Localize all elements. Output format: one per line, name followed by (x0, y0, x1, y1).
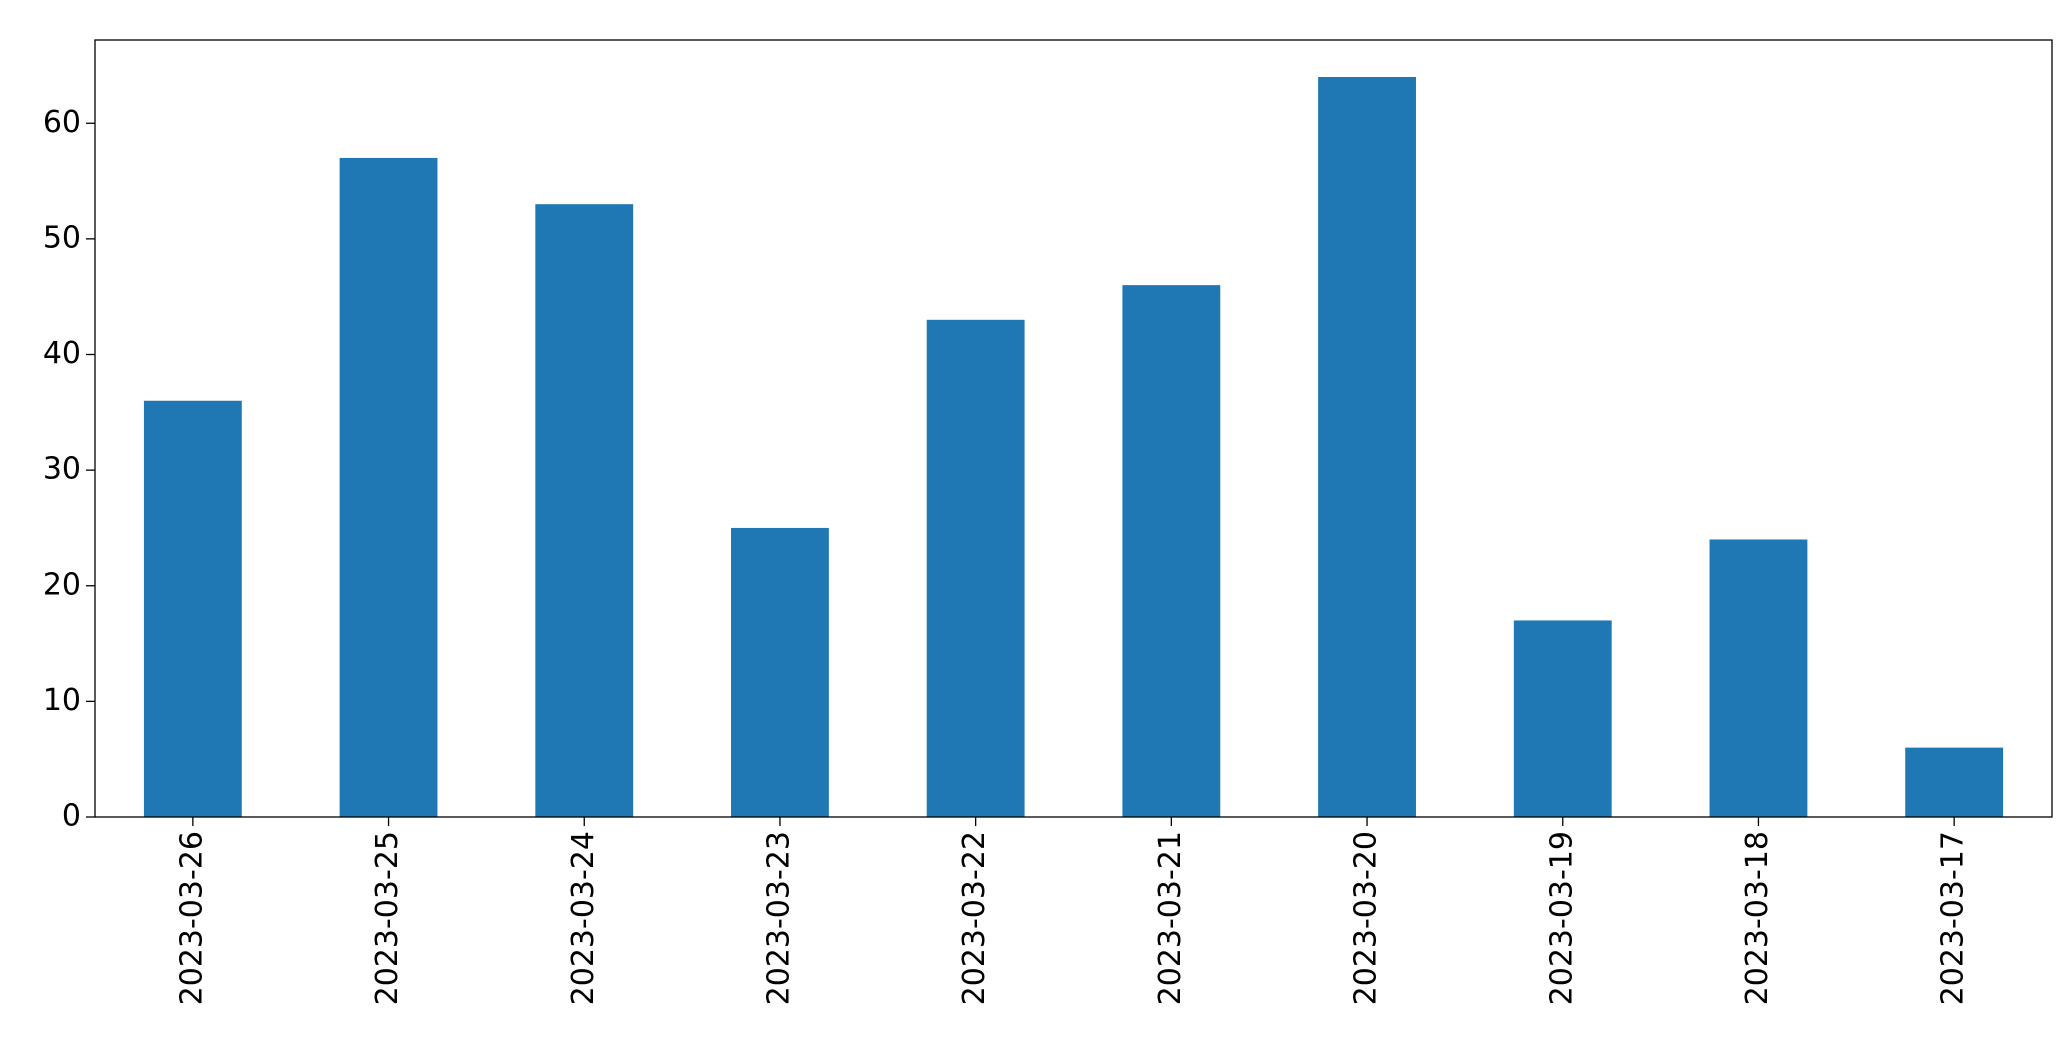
bar (143, 400, 242, 817)
y-tick-label: 10 (43, 683, 81, 718)
x-tick-label: 2023-03-25 (370, 831, 405, 1005)
y-tick-label: 30 (43, 452, 81, 487)
x-tick-label: 2023-03-24 (566, 831, 601, 1005)
bar (731, 527, 829, 817)
bar (339, 157, 438, 817)
bar (926, 319, 1025, 817)
y-tick-label: 60 (43, 105, 81, 140)
x-tick-label: 2023-03-26 (174, 831, 209, 1005)
x-tick-label: 2023-03-22 (957, 831, 992, 1005)
y-tick-label: 40 (43, 336, 81, 371)
x-tick-label: 2023-03-18 (1740, 831, 1775, 1005)
bar (1905, 747, 2004, 817)
bar (1513, 620, 1612, 817)
y-tick-label: 0 (62, 799, 81, 834)
x-tick-label: 2023-03-23 (761, 831, 796, 1005)
x-tick-label: 2023-03-21 (1153, 831, 1188, 1005)
y-tick-label: 20 (43, 567, 81, 602)
y-tick-label: 50 (43, 220, 81, 255)
bar (1318, 77, 1416, 817)
bar (1122, 285, 1221, 817)
x-tick-label: 2023-03-20 (1349, 831, 1384, 1005)
bar (535, 204, 634, 817)
x-tick-label: 2023-03-17 (1936, 831, 1971, 1005)
bar (1709, 539, 1808, 817)
x-tick-label: 2023-03-19 (1544, 831, 1579, 1005)
plot-frame (94, 39, 2053, 818)
